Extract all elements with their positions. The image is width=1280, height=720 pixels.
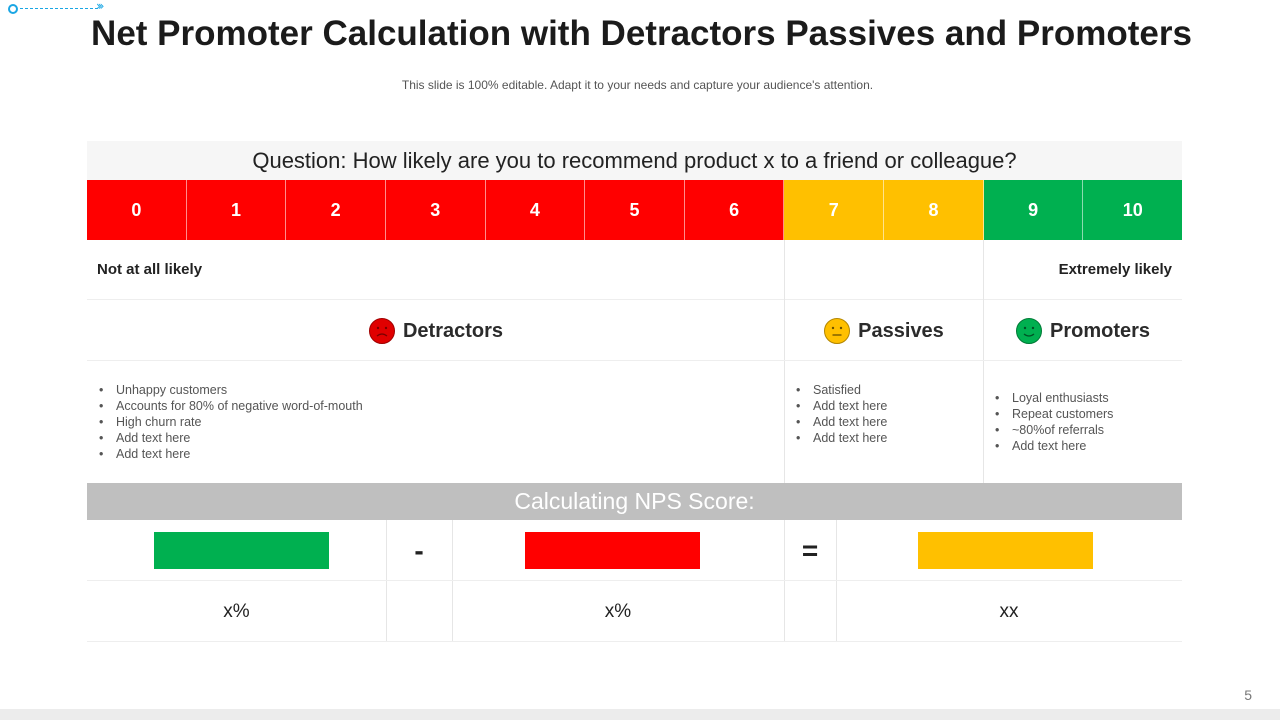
happy-face-icon xyxy=(1015,318,1042,344)
list-item: Unhappy customers xyxy=(97,382,777,398)
likelihood-labels-row: Not at all likely Extremely likely xyxy=(87,240,1182,300)
column-divider xyxy=(836,520,837,642)
score-cell-9: 9 xyxy=(983,180,1084,240)
score-scale: 0 1 2 3 4 5 6 7 8 9 10 xyxy=(87,180,1183,240)
category-row: Detractors Passives Promoters xyxy=(87,301,1182,361)
list-item: ~80%of referrals xyxy=(993,422,1178,438)
score-cell-8: 8 xyxy=(884,180,984,240)
list-item: Add text here xyxy=(794,398,979,414)
minus-sign: - xyxy=(414,535,424,566)
detractors-heading: Detractors xyxy=(87,301,784,361)
column-divider xyxy=(784,520,785,642)
slide-title: Net Promoter Calculation with Detractors… xyxy=(91,14,1192,53)
promoters-percent: x% xyxy=(223,601,250,622)
column-divider xyxy=(784,240,785,483)
formula-row: - = xyxy=(87,520,1182,581)
footer-band xyxy=(0,709,1280,720)
nps-result: xx xyxy=(999,601,1019,622)
bullets-row: Unhappy customers Accounts for 80% of ne… xyxy=(87,361,1182,483)
score-cell-10: 10 xyxy=(1083,180,1183,240)
not-likely-label: Not at all likely xyxy=(97,261,203,278)
score-cell-6: 6 xyxy=(684,180,785,240)
detractors-label: Detractors xyxy=(402,319,504,342)
score-cell-0: 0 xyxy=(87,180,187,240)
list-item: High churn rate xyxy=(97,414,777,430)
column-divider xyxy=(452,520,453,642)
passives-heading: Passives xyxy=(784,301,983,361)
score-cell-7: 7 xyxy=(784,180,885,240)
result-swatch xyxy=(918,532,1093,569)
detractors-swatch xyxy=(525,532,700,569)
calc-heading: Calculating NPS Score: xyxy=(87,483,1182,520)
detractors-bullets: Unhappy customers Accounts for 80% of ne… xyxy=(97,382,777,462)
dashed-line xyxy=(20,8,98,9)
promoters-heading: Promoters xyxy=(983,301,1182,361)
list-item: Satisfied xyxy=(794,382,979,398)
promoters-swatch xyxy=(154,532,329,569)
score-cell-2: 2 xyxy=(286,180,386,240)
list-item: Add text here xyxy=(794,430,979,446)
neutral-face-icon xyxy=(824,318,851,344)
detractors-percent: x% xyxy=(604,601,632,622)
decorative-line: ››› xyxy=(8,0,108,16)
list-item: Add text here xyxy=(794,414,979,430)
list-item: Repeat customers xyxy=(993,406,1178,422)
extremely-likely-label: Extremely likely xyxy=(1058,261,1172,278)
equals-sign: = xyxy=(801,535,819,566)
column-divider xyxy=(386,520,387,642)
values-row: x% x% xx xyxy=(87,581,1182,642)
list-item: Add text here xyxy=(97,430,777,446)
passives-bullets: Satisfied Add text here Add text here Ad… xyxy=(794,382,979,446)
list-item: Add text here xyxy=(97,446,777,462)
score-cell-1: 1 xyxy=(186,180,287,240)
list-item: Accounts for 80% of negative word-of-mou… xyxy=(97,398,777,414)
chevrons-right-icon: ››› xyxy=(96,0,105,13)
survey-question: Question: How likely are you to recommen… xyxy=(87,141,1182,180)
list-item: Add text here xyxy=(993,438,1178,454)
passives-label: Passives xyxy=(858,319,944,342)
sad-face-icon xyxy=(368,318,395,344)
column-divider xyxy=(983,240,984,483)
slide-subtitle: This slide is 100% editable. Adapt it to… xyxy=(401,78,874,92)
promoters-bullets: Loyal enthusiasts Repeat customers ~80%o… xyxy=(993,390,1178,454)
list-item: Loyal enthusiasts xyxy=(993,390,1178,406)
promoters-label: Promoters xyxy=(1049,319,1151,342)
circle-icon xyxy=(8,4,18,14)
page-number: 5 xyxy=(1244,687,1252,703)
score-cell-3: 3 xyxy=(385,180,486,240)
score-cell-4: 4 xyxy=(485,180,586,240)
score-cell-5: 5 xyxy=(585,180,685,240)
